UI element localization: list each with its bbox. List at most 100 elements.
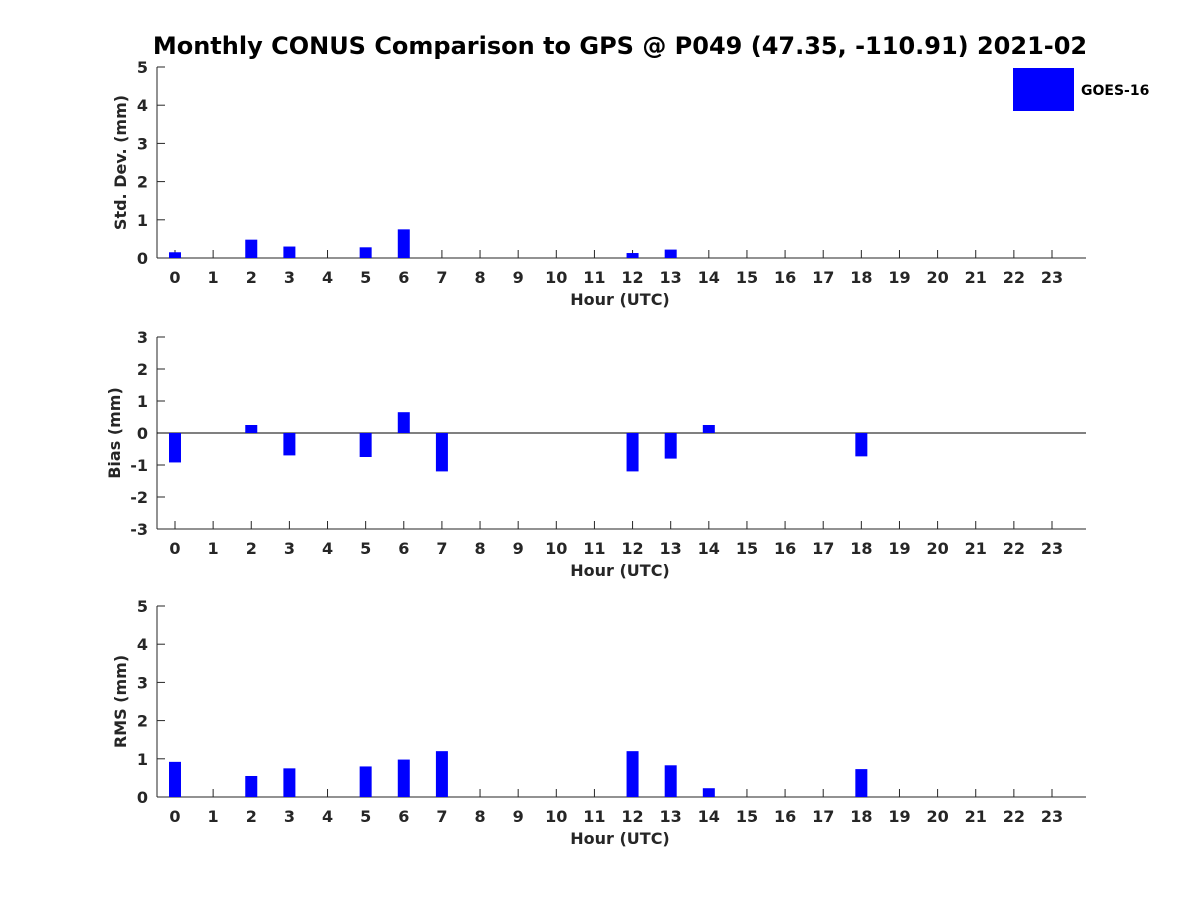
- std-dev-x-tick-label: 3: [284, 268, 295, 287]
- std-dev-x-tick-label: 21: [965, 268, 987, 287]
- rms-x-tick-label: 15: [736, 807, 758, 826]
- std-dev-x-tick-label: 5: [360, 268, 371, 287]
- bias-x-tick-label: 4: [322, 539, 333, 558]
- bias-y-axis-label: Bias (mm): [105, 387, 124, 479]
- bias-x-tick-label: 8: [474, 539, 485, 558]
- bias-y-tick-label: 2: [137, 360, 148, 379]
- bias-y-tick-label: 0: [137, 424, 148, 443]
- std-dev-y-axis-label: Std. Dev. (mm): [111, 95, 130, 230]
- std-dev-y-tick-label: 0: [137, 249, 148, 268]
- rms-x-tick-label: 18: [850, 807, 872, 826]
- bias-x-tick-label: 7: [436, 539, 447, 558]
- rms-x-tick-label: 8: [474, 807, 485, 826]
- bias-y-tick-label: -3: [130, 520, 148, 539]
- std-dev-x-tick-label: 2: [246, 268, 257, 287]
- bias-x-tick-label: 16: [774, 539, 796, 558]
- legend: GOES-16: [1013, 68, 1149, 111]
- rms-x-axis-label: Hour (UTC): [570, 829, 670, 848]
- std-dev-x-tick-label: 11: [583, 268, 605, 287]
- bias-x-tick-label: 19: [888, 539, 910, 558]
- rms-x-tick-label: 17: [812, 807, 834, 826]
- std-dev-y-tick-label: 4: [137, 96, 148, 115]
- std-dev-x-tick-label: 23: [1041, 268, 1063, 287]
- legend-label: GOES-16: [1081, 83, 1149, 99]
- bias-bar: [169, 433, 181, 463]
- std-dev-x-tick-label: 18: [850, 268, 872, 287]
- std-dev-x-tick-label: 1: [208, 268, 219, 287]
- std-dev-x-tick-label: 0: [169, 268, 180, 287]
- rms-x-tick-label: 6: [398, 807, 409, 826]
- bias-bar: [435, 433, 448, 472]
- std-dev-x-tick-label: 19: [888, 268, 910, 287]
- bias-x-tick-label: 12: [621, 539, 643, 558]
- std-dev-x-tick-label: 7: [436, 268, 447, 287]
- rms-bar: [359, 766, 372, 797]
- std-dev-bar: [283, 246, 296, 258]
- rms-x-tick-label: 11: [583, 807, 605, 826]
- std-dev-x-tick-label: 4: [322, 268, 333, 287]
- std-dev-x-tick-label: 10: [545, 268, 567, 287]
- std-dev-x-tick-label: 13: [660, 268, 682, 287]
- rms-y-tick-label: 3: [137, 673, 148, 692]
- bias-y-tick-label: 3: [137, 328, 148, 347]
- std-dev-y-tick-label: 1: [137, 211, 148, 230]
- bias-bar: [283, 433, 296, 456]
- bias-y-tick-label: -2: [130, 488, 148, 507]
- std-dev-x-tick-label: 12: [621, 268, 643, 287]
- bias-x-tick-label: 11: [583, 539, 605, 558]
- bias-bar: [855, 433, 868, 457]
- rms-x-tick-label: 14: [698, 807, 720, 826]
- bias-x-tick-label: 18: [850, 539, 872, 558]
- rms-x-tick-label: 7: [436, 807, 447, 826]
- std-dev-x-axis-label: Hour (UTC): [570, 290, 670, 309]
- rms-x-tick-label: 1: [208, 807, 219, 826]
- rms-y-tick-label: 5: [137, 597, 148, 616]
- std-dev-x-tick-label: 15: [736, 268, 758, 287]
- rms-x-tick-label: 22: [1003, 807, 1025, 826]
- std-dev-x-tick-label: 8: [474, 268, 485, 287]
- bias-x-tick-label: 10: [545, 539, 567, 558]
- rms-bar: [169, 761, 181, 797]
- bias-bar: [245, 425, 258, 433]
- std-dev-x-tick-label: 17: [812, 268, 834, 287]
- bias-x-tick-label: 14: [698, 539, 720, 558]
- rms-y-axis-label: RMS (mm): [111, 655, 130, 748]
- bias-x-tick-label: 21: [965, 539, 987, 558]
- std-dev-bar: [626, 253, 639, 258]
- bias-x-tick-label: 23: [1041, 539, 1063, 558]
- rms-y-tick-label: 2: [137, 712, 148, 731]
- bias-x-axis-label: Hour (UTC): [570, 561, 670, 580]
- bias-bar: [397, 412, 410, 433]
- rms-x-tick-label: 21: [965, 807, 987, 826]
- std-dev-bar: [359, 247, 372, 258]
- bias-x-tick-label: 22: [1003, 539, 1025, 558]
- bias-x-tick-label: 9: [513, 539, 524, 558]
- rms-x-tick-label: 9: [513, 807, 524, 826]
- bias-x-tick-label: 1: [208, 539, 219, 558]
- std-dev-bar: [169, 252, 181, 258]
- bias-bar: [702, 425, 715, 433]
- bias-x-tick-label: 6: [398, 539, 409, 558]
- rms-bar: [855, 769, 868, 797]
- bias-bar: [359, 433, 372, 457]
- bias-x-tick-label: 17: [812, 539, 834, 558]
- bias-bar: [664, 433, 677, 459]
- bias-x-tick-label: 3: [284, 539, 295, 558]
- std-dev-bar: [664, 249, 677, 258]
- std-dev-x-tick-label: 14: [698, 268, 720, 287]
- rms-bar: [435, 751, 448, 797]
- rms-y-tick-label: 4: [137, 635, 148, 654]
- chart-title: Monthly CONUS Comparison to GPS @ P049 (…: [153, 32, 1087, 60]
- rms-bar: [626, 751, 639, 797]
- bias-x-tick-label: 0: [169, 539, 180, 558]
- std-dev-bar: [397, 229, 410, 258]
- std-dev-x-tick-label: 20: [926, 268, 948, 287]
- rms-bar: [397, 759, 410, 797]
- std-dev-bar: [245, 239, 258, 258]
- rms-x-tick-label: 12: [621, 807, 643, 826]
- rms-x-tick-label: 0: [169, 807, 180, 826]
- bias-bar: [626, 433, 639, 472]
